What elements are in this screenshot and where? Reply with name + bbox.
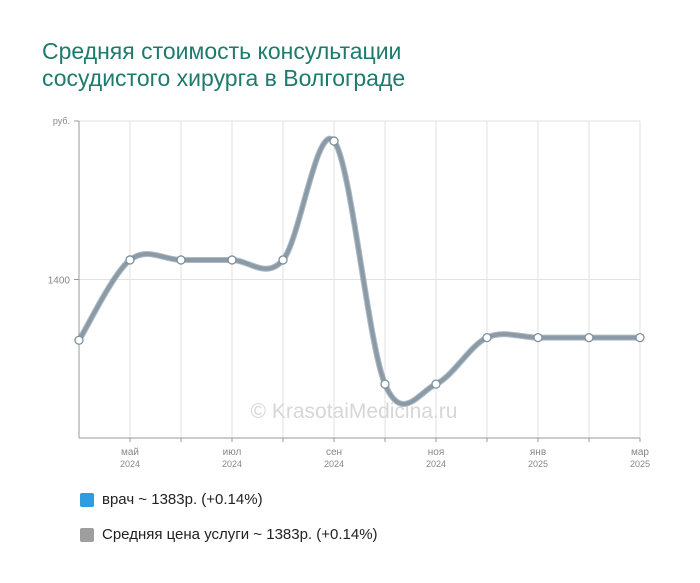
data-point: [278, 255, 288, 265]
x-tick-label-month: мар: [631, 447, 649, 458]
x-tick-label-month: ноя: [428, 447, 445, 458]
data-point: [584, 332, 594, 343]
x-tick-label-year: 2024: [426, 459, 446, 469]
chart-title-line-2: сосудистого хирурга в Волгограде: [42, 65, 406, 91]
data-point: [533, 332, 543, 343]
data-point: [482, 332, 492, 343]
y-axis-unit-label: руб.: [53, 116, 70, 126]
chart-points: [74, 136, 645, 389]
x-tick-label-year: 2024: [222, 459, 242, 469]
y-tick-label: 1400: [48, 276, 71, 287]
x-tick-label-month: янв: [530, 447, 546, 458]
legend-item-average[interactable]: Средняя цена услуги ~ 1383р. (+0.14%): [80, 526, 378, 543]
data-point: [176, 255, 186, 265]
x-tick-label-month: июл: [223, 447, 242, 458]
legend-swatch-doctor: [80, 492, 94, 507]
data-point: [227, 255, 237, 265]
legend-item-doctor[interactable]: врач ~ 1383р. (+0.14%): [80, 491, 263, 508]
x-tick-label-year: 2025: [528, 459, 548, 469]
series-line-doctor: [76, 135, 643, 407]
legend-swatch-average: [80, 527, 94, 542]
chart-axes: 1400руб.май2024июл2024сен2024ноя2024янв2…: [48, 116, 650, 469]
watermark: © KrasotaiMedicina.ru: [251, 400, 458, 423]
chart-series: [76, 135, 643, 407]
data-point: [125, 255, 135, 265]
x-tick-label-month: сен: [326, 447, 342, 458]
data-point: [329, 136, 339, 146]
chart-grid: [79, 120, 641, 438]
data-point: [431, 379, 441, 389]
data-point: [635, 332, 645, 343]
x-tick-label-year: 2024: [324, 459, 344, 469]
data-point: [380, 379, 390, 389]
legend-label-average: Средняя цена услуги ~ 1383р. (+0.14%): [102, 526, 378, 543]
legend-label-doctor: врач ~ 1383р. (+0.14%): [102, 491, 263, 508]
chart-title-line-1: Средняя стоимость консультации: [42, 38, 402, 64]
x-tick-label-year: 2025: [630, 459, 650, 469]
x-tick-label-month: май: [121, 447, 139, 458]
x-tick-label-year: 2024: [120, 459, 140, 469]
data-point: [74, 335, 84, 345]
chart-title: Средняя стоимость консультации сосудисто…: [42, 38, 662, 92]
